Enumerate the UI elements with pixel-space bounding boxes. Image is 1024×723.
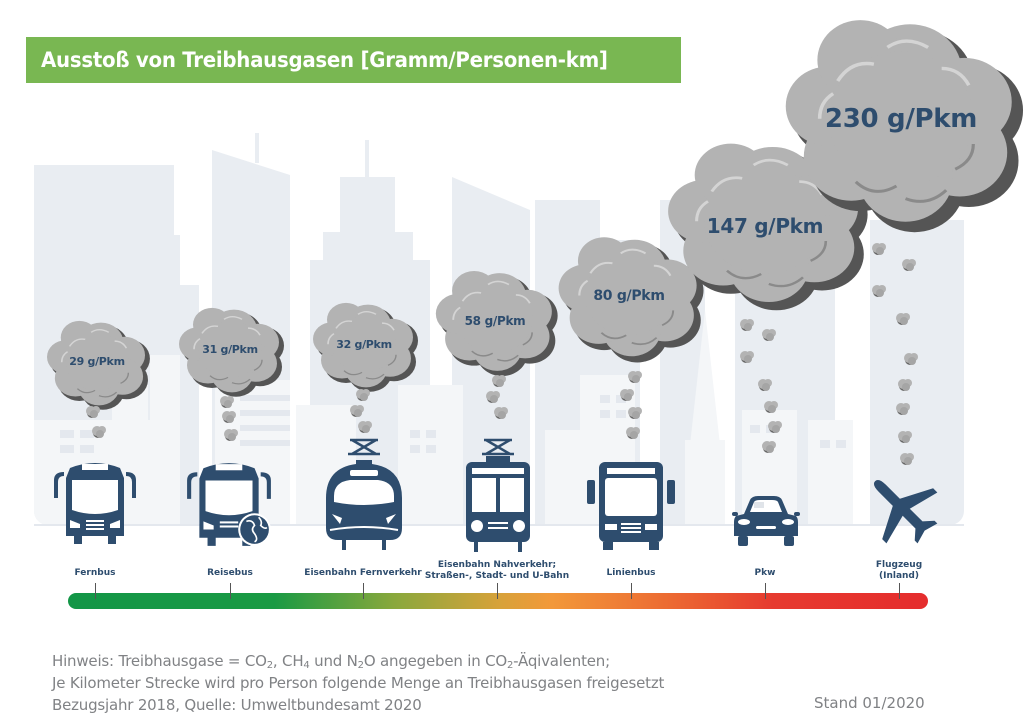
coach-bus-icon — [50, 458, 140, 548]
emission-cloud-fernbus: 29 g/Pkm — [46, 320, 151, 411]
long-distance-train-icon — [320, 438, 408, 552]
status-date: Stand 01/2020 — [814, 694, 925, 712]
label-eisenbahn-nah-line2: Straßen-, Stadt- und U-Bahn — [424, 571, 570, 581]
label-flugzeug-line2: (Inland) — [879, 571, 919, 581]
scale-tick-eisenbahn-nah — [497, 583, 498, 599]
scale-tick-reisebus — [230, 583, 231, 599]
label-eisenbahn-nah: Eisenbahn Nahverkehr; Straßen-, Stadt- u… — [425, 560, 569, 582]
footnote: Hinweis: Treibhausgase = CO2, CH4 und N2… — [52, 650, 664, 716]
scale-tick-linienbus — [631, 583, 632, 599]
emission-value-fernbus: 29 g/Pkm — [69, 355, 125, 368]
emission-cloud-linienbus: 80 g/Pkm — [557, 236, 705, 364]
label-pkw: Pkw — [754, 568, 776, 578]
emission-value-pkw: 147 g/Pkm — [706, 214, 824, 238]
emission-value-eisenbahn-nah: 58 g/Pkm — [464, 314, 526, 328]
chart-title-banner: Ausstoß von Treibhausgasen [Gramm/Person… — [26, 37, 681, 83]
label-flugzeug: Flugzeug (Inland) — [876, 560, 922, 582]
tram-icon — [460, 438, 536, 554]
label-fernbus: Fernbus — [74, 568, 116, 578]
emission-value-eisenbahn-fern: 32 g/Pkm — [336, 338, 392, 351]
emission-cloud-pkw: 147 g/Pkm — [666, 142, 870, 312]
emission-color-scale — [68, 593, 928, 609]
footnote-line1: Hinweis: Treibhausgase = CO2, CH4 und N2… — [52, 652, 610, 671]
emission-cloud-eisenbahn-fern: 32 g/Pkm — [312, 302, 419, 393]
footnote-line2: Je Kilometer Strecke wird pro Person fol… — [52, 674, 665, 692]
emission-value-linienbus: 80 g/Pkm — [593, 288, 665, 304]
emission-cloud-eisenbahn-nah: 58 g/Pkm — [434, 270, 559, 378]
airplane-icon — [862, 468, 942, 548]
chart-title: Ausstoß von Treibhausgasen [Gramm/Person… — [41, 47, 608, 73]
emission-cloud-flugzeug: 230 g/Pkm — [783, 18, 1024, 235]
emission-cloud-reisebus: 31 g/Pkm — [178, 307, 285, 398]
scale-tick-fernbus — [95, 583, 96, 599]
label-flugzeug-line1: Flugzeug — [875, 560, 923, 570]
label-eisenbahn-nah-line1: Eisenbahn Nahverkehr; — [437, 560, 557, 570]
scale-tick-eisenbahn-fern — [363, 583, 364, 599]
scale-tick-flugzeug — [899, 583, 900, 599]
emission-value-reisebus: 31 g/Pkm — [202, 343, 258, 356]
emission-value-flugzeug: 230 g/Pkm — [824, 104, 978, 134]
label-eisenbahn-fern: Eisenbahn Fernverkehr — [304, 568, 422, 578]
city-bus-icon — [585, 460, 677, 550]
label-linienbus: Linienbus — [606, 568, 656, 578]
car-icon — [732, 494, 800, 548]
scale-tick-pkw — [765, 583, 766, 599]
footnote-source: Bezugsjahr 2018, Quelle: Umweltbundesamt… — [52, 696, 422, 714]
label-reisebus: Reisebus — [207, 568, 253, 578]
tour-bus-globe-icon — [183, 458, 275, 550]
